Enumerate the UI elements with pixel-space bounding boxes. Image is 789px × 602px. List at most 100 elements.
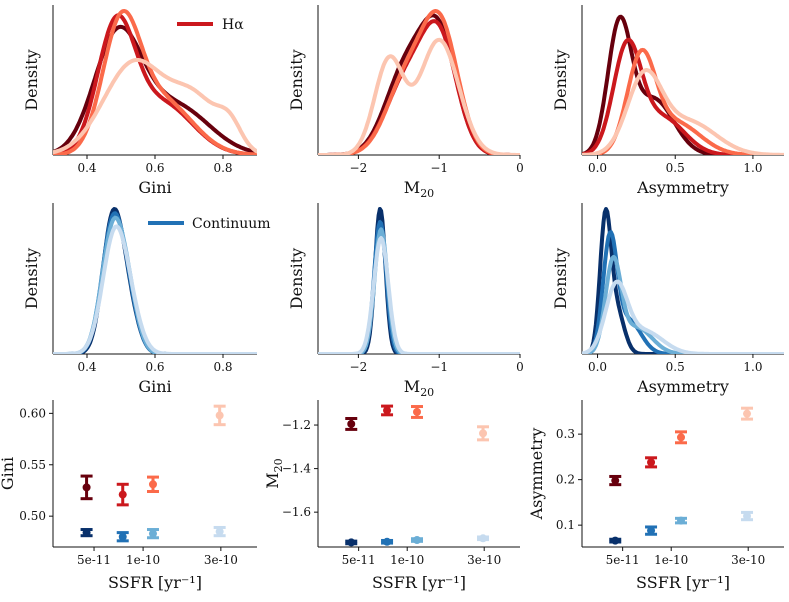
continuum-point: [647, 526, 656, 535]
x-axis-label: Gini: [138, 377, 171, 396]
halpha-point: [677, 433, 686, 442]
x-tick-label: 3e-10: [731, 553, 765, 567]
x-tick-label: 0: [516, 360, 524, 374]
x-tick-label: 0.5: [666, 161, 685, 175]
density-curve-2: [318, 19, 520, 155]
density-curve-4: [582, 279, 784, 354]
y-axis-label: Density: [287, 49, 306, 110]
density-curve-4: [582, 68, 784, 155]
continuum-point: [479, 534, 488, 543]
x-axis-label-sub: 20: [420, 386, 434, 399]
x-axis-label-main: M: [404, 377, 420, 396]
y-axis-label: Density: [22, 248, 41, 309]
x-tick-label: 0.5: [666, 360, 685, 374]
y-tick-label: 0.55: [19, 458, 46, 472]
continuum-point: [677, 516, 686, 525]
halpha-point: [347, 419, 356, 428]
density-curve-4: [53, 224, 257, 354]
x-axis-label: SSFR [yr⁻¹]: [636, 573, 730, 592]
x-axis-label: Gini: [138, 178, 171, 197]
density-curve-3: [582, 254, 784, 354]
continuum-point: [82, 528, 91, 537]
density-curve-1: [582, 207, 784, 354]
y-axis-label: Density: [22, 49, 41, 110]
density-curve-2: [582, 230, 784, 354]
y-tick-label: 0.60: [19, 406, 46, 420]
density-curve-4: [318, 236, 520, 354]
y-tick-label: 0.3: [556, 427, 575, 441]
y-axis-label: Asymmetry: [527, 428, 546, 521]
y-axis-label: Density: [551, 49, 570, 110]
halpha-point: [118, 490, 127, 499]
x-tick-label: 0: [516, 161, 524, 175]
continuum-point: [383, 537, 392, 546]
x-tick-label: 5e-11: [606, 553, 640, 567]
x-tick-label: 0.8: [213, 360, 232, 374]
x-axis-label: Asymmetry: [636, 377, 729, 396]
x-axis-label: Asymmetry: [636, 178, 729, 197]
x-axis-label: M20: [404, 377, 434, 399]
x-tick-label: 0.6: [145, 161, 164, 175]
x-tick-label: −2: [350, 360, 368, 374]
density-curve-4: [53, 58, 257, 155]
halpha-point: [647, 458, 656, 467]
y-tick-label: 0.2: [556, 473, 575, 487]
halpha-point: [413, 407, 422, 416]
density-curve-1: [318, 207, 520, 354]
x-tick-label: 1e-10: [654, 553, 688, 567]
halpha-point: [611, 476, 620, 485]
y-tick-label: −1.2: [282, 418, 311, 432]
halpha-point: [148, 480, 157, 489]
x-tick-label: 5e-11: [77, 553, 111, 567]
x-tick-label: 3e-10: [467, 553, 501, 567]
x-tick-label: 0.4: [77, 360, 96, 374]
x-tick-label: 1e-10: [126, 553, 160, 567]
x-tick-label: −2: [350, 161, 368, 175]
x-tick-label: 0.4: [77, 161, 96, 175]
density-curve-2: [318, 220, 520, 354]
continuum-point: [611, 536, 620, 545]
y-axis-label: Density: [287, 248, 306, 309]
continuum-point: [148, 529, 157, 538]
y-tick-label: −1.6: [282, 505, 311, 519]
y-tick-label: −1.4: [282, 462, 312, 476]
continuum-point: [215, 527, 224, 536]
density-curve-3: [53, 215, 257, 354]
halpha-point: [479, 429, 488, 438]
y-tick-label: 0.50: [19, 509, 46, 523]
density-curve-1: [582, 14, 784, 155]
x-tick-label: 5e-11: [342, 553, 376, 567]
y-axis-label: M20: [263, 458, 285, 488]
halpha-point: [215, 411, 224, 420]
x-tick-label: 0.0: [588, 161, 607, 175]
x-tick-label: 3e-10: [204, 553, 238, 567]
legend-continuum-label: Continuum: [192, 216, 271, 232]
continuum-point: [743, 512, 752, 521]
x-tick-label: −1: [430, 360, 448, 374]
x-tick-label: 1.0: [743, 161, 762, 175]
legend-halpha-label: Hα: [222, 17, 244, 33]
halpha-point: [743, 409, 752, 418]
density-curve-3: [318, 227, 520, 354]
y-axis-label: Density: [551, 248, 570, 309]
halpha-point: [383, 406, 392, 415]
y-axis-label-main: M: [263, 472, 282, 488]
halpha-point: [82, 483, 91, 492]
x-axis-label: SSFR [yr⁻¹]: [108, 573, 202, 592]
continuum-point: [347, 538, 356, 547]
x-tick-label: 0.8: [213, 161, 232, 175]
x-tick-label: 1.0: [743, 360, 762, 374]
continuum-point: [413, 536, 422, 545]
density-curve-2: [582, 37, 784, 155]
y-axis-label-sub: 20: [272, 458, 285, 472]
y-tick-label: 0.1: [556, 518, 575, 532]
y-axis-label: Gini: [0, 457, 17, 490]
x-axis-label-main: M: [404, 178, 420, 197]
density-curve-2: [53, 211, 257, 354]
x-tick-label: 1e-10: [390, 553, 424, 567]
x-tick-label: −1: [430, 161, 448, 175]
density-curve-3: [318, 9, 520, 155]
x-axis-label-sub: 20: [420, 187, 434, 200]
density-curve-4: [318, 37, 520, 155]
